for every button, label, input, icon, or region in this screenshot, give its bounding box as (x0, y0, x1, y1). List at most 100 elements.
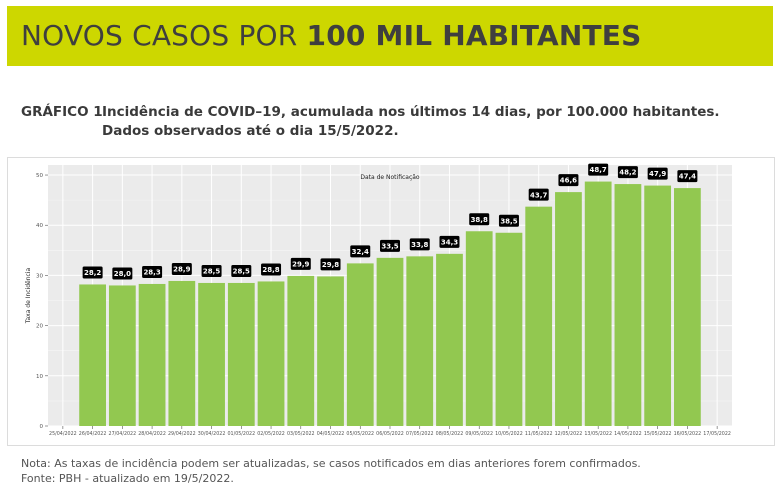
data-label-box (201, 264, 222, 277)
x-tick-label: 16/05/2022 (674, 431, 702, 437)
x-tick-label: 27/04/2022 (109, 431, 137, 437)
data-label: 43,7 (530, 191, 547, 199)
bar (287, 275, 315, 426)
bar (79, 284, 106, 426)
bar (584, 181, 612, 426)
data-label: 48,2 (619, 169, 636, 177)
data-label-box (647, 167, 668, 180)
data-label: 47,9 (649, 170, 666, 178)
bar (495, 232, 523, 426)
data-label-box (677, 170, 698, 183)
bar (406, 256, 434, 426)
x-tick-label: 04/05/2022 (317, 431, 345, 437)
data-label: 28,8 (262, 266, 279, 274)
x-tick-label: 03/05/2022 (287, 431, 315, 437)
x-tick-label: 17/05/2022 (703, 431, 731, 437)
bar (555, 192, 582, 426)
data-label: 28,5 (203, 268, 220, 276)
data-label: 33,5 (381, 242, 398, 250)
bar (138, 283, 166, 426)
x-tick-label: 30/04/2022 (198, 431, 226, 437)
x-tick-label: 10/05/2022 (495, 431, 523, 437)
data-label: 46,6 (560, 177, 577, 185)
x-tick-label: 02/05/2022 (257, 431, 285, 437)
title-banner: NOVOS CASOS POR 100 MIL HABITANTES (7, 6, 773, 66)
x-tick-label: 05/05/2022 (346, 431, 374, 437)
x-tick-label: 14/05/2022 (614, 431, 642, 437)
bar (346, 263, 374, 426)
data-label: 38,8 (471, 216, 488, 224)
data-label-box (498, 214, 519, 227)
x-tick-label: 29/04/2022 (168, 431, 196, 437)
data-label: 28,3 (143, 269, 160, 277)
data-label-box (528, 188, 549, 201)
x-tick-label: 09/05/2022 (465, 431, 493, 437)
x-tick-label: 15/05/2022 (644, 431, 672, 437)
data-label: 38,5 (500, 217, 517, 225)
bar (436, 253, 463, 426)
x-tick-label: 26/04/2022 (79, 431, 107, 437)
bar (525, 206, 553, 426)
bar (198, 282, 225, 426)
y-tick-label: 20 (36, 324, 43, 330)
bar (108, 285, 136, 426)
y-tick-label: 30 (36, 273, 43, 279)
note-text: Nota: As taxas de incidência podem ser a… (21, 457, 641, 470)
data-label: 28,5 (233, 268, 250, 276)
data-label: 29,8 (322, 261, 339, 269)
x-tick-label: 11/05/2022 (525, 431, 553, 437)
caption-line2: Dados observados até o dia 15/5/2022. (102, 123, 399, 139)
data-label-box (112, 267, 133, 280)
y-axis-title: Taxa de Incidência (25, 267, 32, 324)
source-text: Fonte: PBH - atualizado em 19/5/2022. (21, 472, 234, 485)
bar (465, 231, 493, 426)
x-tick-label: 01/05/2022 (227, 431, 255, 437)
bar (168, 280, 196, 426)
y-tick-label: 0 (40, 424, 44, 430)
bar (674, 188, 701, 426)
page-title-bold: 100 MIL HABITANTES (306, 19, 642, 52)
y-tick-label: 10 (36, 374, 43, 380)
data-label-box (261, 263, 282, 276)
bar-chart: 0 10 20 30 40 50 28,2 28,0 28,3 28,9 28,5 28,5 28,8 2… (25, 163, 732, 437)
data-label: 28,2 (84, 269, 101, 277)
x-tick-label: 08/05/2022 (436, 431, 464, 437)
data-label-box (558, 174, 579, 187)
data-label-box (142, 265, 163, 278)
bar (376, 257, 404, 426)
data-label-box (320, 258, 341, 271)
data-label-box (290, 257, 311, 270)
bar (644, 185, 672, 426)
x-tick-label: 06/05/2022 (376, 431, 404, 437)
data-label: 28,0 (114, 270, 131, 278)
data-label-box (171, 262, 192, 275)
data-label: 47,4 (679, 173, 696, 181)
data-label-box (350, 245, 371, 258)
footnotes: Nota: As taxas de incidência podem ser a… (21, 456, 641, 486)
data-label-box (469, 213, 490, 226)
data-label: 32,4 (352, 248, 369, 256)
y-tick-label: 50 (36, 173, 43, 179)
x-tick-label: 12/05/2022 (555, 431, 583, 437)
data-label: 34,3 (441, 238, 458, 246)
x-axis-title: Data de Notificação (360, 174, 420, 181)
page-title: NOVOS CASOS POR 100 MIL HABITANTES (21, 19, 642, 52)
bar (614, 184, 642, 426)
bar (227, 282, 255, 426)
x-tick-label: 25/04/2022 (49, 431, 77, 437)
page-title-normal: NOVOS CASOS POR (21, 19, 307, 52)
data-label-box (380, 239, 400, 252)
y-tick-label: 40 (36, 223, 43, 229)
data-label-box (617, 166, 638, 179)
data-label-box (231, 264, 252, 277)
data-label-box (409, 238, 430, 251)
data-label-box (82, 266, 103, 279)
data-label: 33,8 (411, 241, 428, 249)
data-label: 29,9 (292, 261, 309, 269)
x-tick-label: 28/04/2022 (138, 431, 166, 437)
chart-frame: 0 10 20 30 40 50 28,2 28,0 28,3 28,9 28,5 28,5 28,8 2… (7, 157, 775, 446)
bar (317, 276, 344, 426)
caption-line1: Incidência de COVID–19, acumulada nos úl… (102, 104, 720, 120)
data-label: 28,9 (173, 266, 190, 274)
data-label: 48,7 (590, 166, 607, 174)
